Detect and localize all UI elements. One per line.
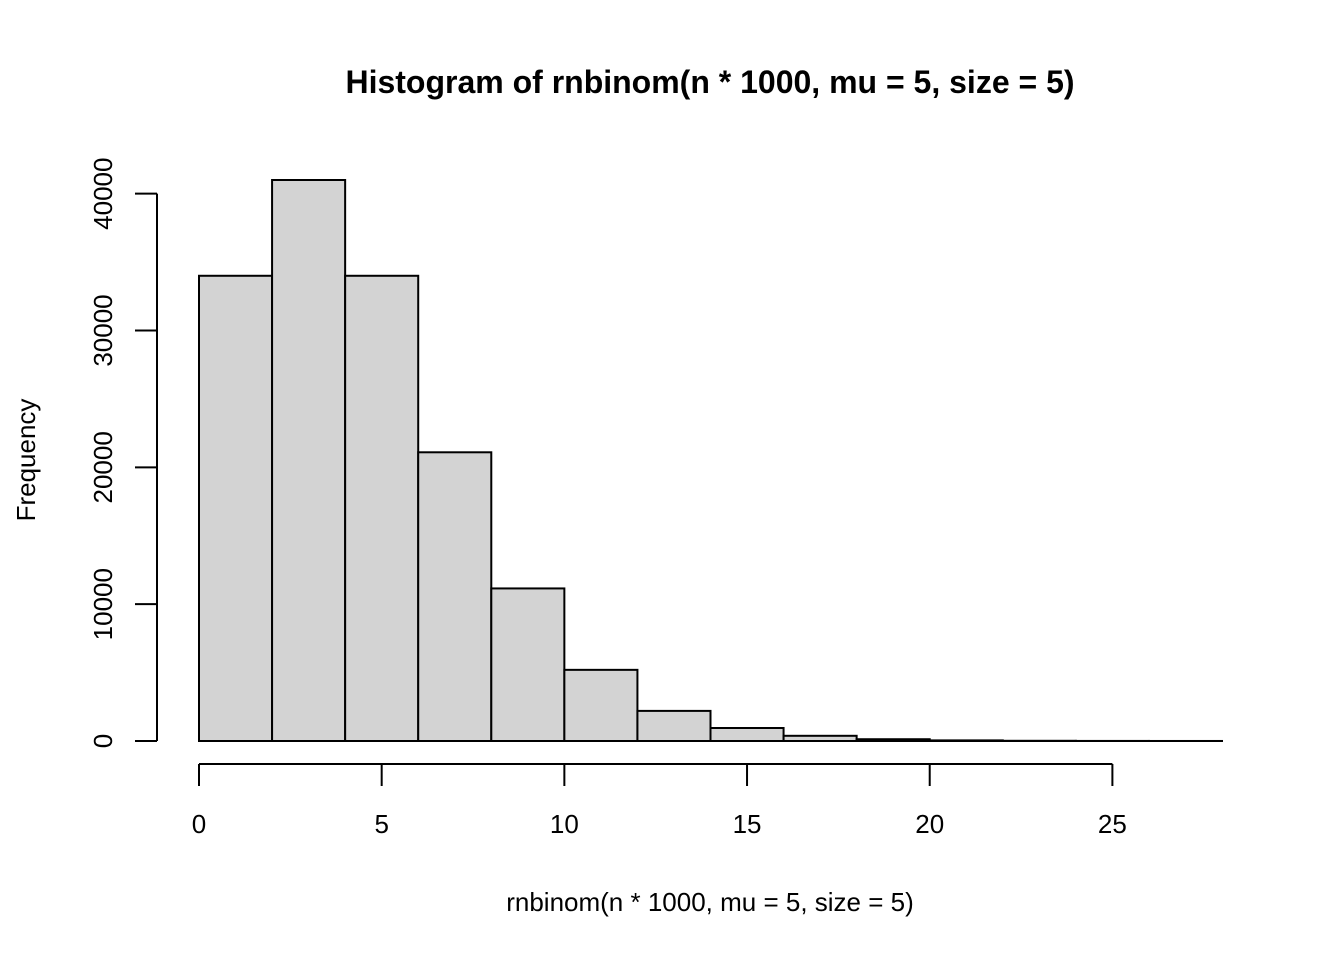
histogram-bars: [198, 179, 1224, 743]
x-tick-label: 25: [1098, 809, 1127, 839]
histogram-bar: [344, 274, 420, 742]
histogram-bar: [490, 587, 566, 742]
y-tick-label: 0: [88, 734, 118, 748]
x-axis-label: rnbinom(n * 1000, mu = 5, size = 5): [506, 887, 914, 917]
chart-title: Histogram of rnbinom(n * 1000, mu = 5, s…: [345, 64, 1074, 100]
y-axis: 0 10000 20000 30000 40000: [88, 158, 158, 748]
y-axis-label: Frequency: [11, 399, 41, 522]
y-tick-label: 30000: [88, 294, 118, 366]
x-tick-label: 10: [550, 809, 579, 839]
x-tick-label: 0: [192, 809, 206, 839]
histogram-bar: [636, 709, 712, 743]
histogram-bar: [417, 451, 493, 742]
y-tick-label: 10000: [88, 568, 118, 640]
x-tick-label: 20: [915, 809, 944, 839]
histogram-bar: [198, 274, 274, 742]
histogram-bar: [709, 727, 785, 743]
x-tick-label: 15: [733, 809, 762, 839]
y-tick-label: 40000: [88, 158, 118, 230]
x-tick-label: 5: [374, 809, 388, 839]
histogram-bar: [563, 668, 639, 742]
y-tick-label: 20000: [88, 431, 118, 503]
x-axis: 0 5 10 15 20 25: [192, 763, 1127, 839]
histogram-bar: [271, 179, 347, 742]
